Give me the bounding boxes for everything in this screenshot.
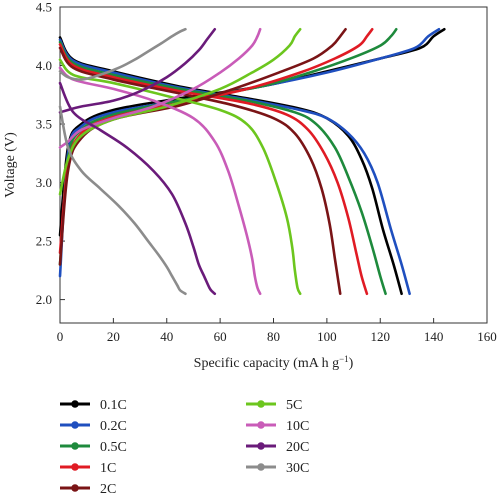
series-0-5c-charge-line	[58, 27, 398, 266]
legend-marker	[257, 400, 265, 408]
x-tick-label: 120	[371, 329, 391, 344]
series-2c-charge-line	[58, 27, 347, 266]
legend-marker	[71, 400, 79, 408]
series-10c-charge-line	[58, 27, 262, 149]
legend-marker	[71, 484, 79, 492]
x-tick-label: 0	[57, 329, 64, 344]
y-tick-label: 2.5	[36, 234, 52, 249]
legend-label: 2C	[100, 482, 116, 497]
legend-marker	[257, 463, 265, 471]
x-tick-label: 40	[160, 329, 173, 344]
legend-item-20c: 20C	[246, 440, 309, 455]
y-axis-title: Voltage (V)	[3, 132, 18, 198]
series-lines	[58, 27, 446, 296]
plot-area-frame	[59, 6, 488, 324]
legend-item-0-2c: 0.2C	[60, 419, 127, 434]
legend-item-0-5c: 0.5C	[60, 440, 127, 455]
x-axis: 0 20 40 60 80 100 120 140 160	[57, 318, 497, 344]
y-tick-label: 3.5	[36, 117, 52, 132]
series-20c-discharge-line	[58, 81, 217, 296]
y-axis: 2.0 2.5 3.0 3.5 4.0 4.5	[36, 0, 65, 307]
x-tick-label: 160	[477, 329, 497, 344]
legend-label: 20C	[286, 440, 309, 455]
series-10c	[58, 27, 262, 296]
legend-item-5c: 5C	[246, 398, 302, 413]
y-tick-label: 2.0	[36, 292, 52, 307]
legend-marker	[71, 421, 79, 429]
series-0-2c-charge-line	[58, 27, 441, 278]
series-5c-discharge-line	[58, 58, 302, 296]
legend-marker	[71, 442, 79, 450]
y-tick-label: 3.0	[36, 175, 52, 190]
legend-item-2c: 2C	[60, 482, 116, 497]
series-1c-discharge-line	[58, 43, 369, 296]
legend-item-1c: 1C	[60, 461, 116, 476]
legend-item-0-1c: 0.1C	[60, 398, 127, 413]
legend: 0.1C 0.2C 0.5C 1C 2C 5C 10C 20C 30C	[60, 398, 309, 497]
x-axis-title: Specific capacity (mA h g−1)	[194, 354, 354, 371]
x-tick-label: 20	[107, 329, 120, 344]
legend-item-30c: 30C	[246, 461, 309, 476]
x-tick-label: 80	[267, 329, 280, 344]
series-30c-charge-line	[58, 27, 187, 81]
x-tick-label: 60	[214, 329, 227, 344]
legend-label: 0.1C	[100, 398, 127, 413]
series-1c-charge-line	[58, 27, 374, 255]
series-10c-discharge-line	[58, 66, 262, 296]
y-tick-label: 4.5	[36, 0, 52, 15]
series-30c-discharge-line	[58, 105, 187, 296]
series-2c-discharge-line	[58, 46, 342, 296]
y-tick-label: 4.0	[36, 58, 52, 73]
x-tick-label: 100	[317, 329, 337, 344]
legend-label: 1C	[100, 461, 116, 476]
x-tick-label: 140	[424, 329, 444, 344]
legend-label: 5C	[286, 398, 302, 413]
series-20c	[58, 27, 217, 296]
series-30c	[58, 27, 187, 296]
series-20c-charge-line	[58, 27, 217, 114]
legend-item-10c: 10C	[246, 419, 309, 434]
legend-label: 0.5C	[100, 440, 127, 455]
series-5c	[58, 27, 302, 296]
legend-marker	[257, 442, 265, 450]
legend-label: 10C	[286, 419, 309, 434]
legend-label: 0.2C	[100, 419, 127, 434]
series-0-2c-discharge-line	[58, 38, 411, 296]
legend-label: 30C	[286, 461, 309, 476]
series-0-5c-discharge-line	[58, 40, 387, 296]
legend-marker	[71, 463, 79, 471]
series-2c	[58, 27, 347, 296]
legend-marker	[257, 421, 265, 429]
series-5c-charge-line	[58, 27, 302, 196]
